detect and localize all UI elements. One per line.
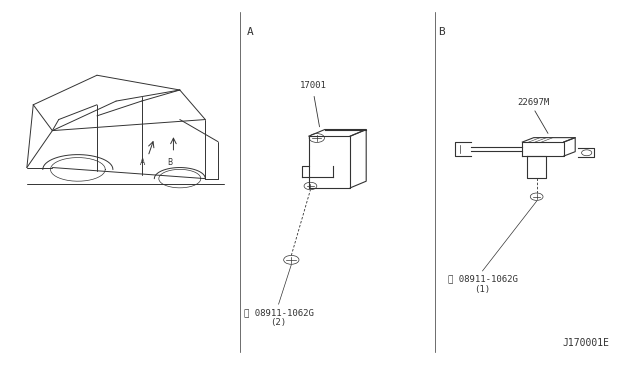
Text: A: A <box>246 27 253 37</box>
Text: ⓓ 08911-1062G
(2): ⓓ 08911-1062G (2) <box>244 308 314 327</box>
Text: 22697M: 22697M <box>517 97 550 107</box>
Text: 17001: 17001 <box>300 81 327 90</box>
Text: ⓓ 08911-1062G
(1): ⓓ 08911-1062G (1) <box>447 275 517 294</box>
Text: J170001E: J170001E <box>563 339 610 349</box>
Text: B: B <box>438 27 445 37</box>
Text: A: A <box>140 158 145 167</box>
Text: B: B <box>168 158 173 167</box>
